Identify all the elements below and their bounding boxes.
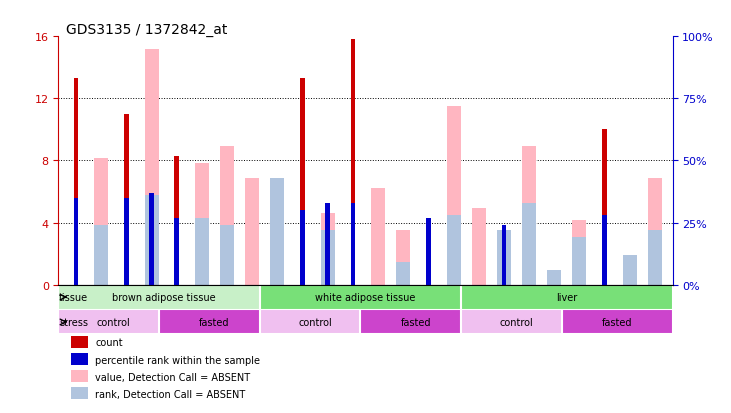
- Bar: [396, 263, 410, 285]
- Bar: [71, 353, 88, 365]
- Text: liver: liver: [556, 292, 577, 302]
- Text: brown adipose tissue: brown adipose tissue: [113, 292, 216, 302]
- Bar: [447, 216, 461, 285]
- Bar: [623, 255, 637, 285]
- Bar: [270, 178, 284, 285]
- Text: tissue: tissue: [59, 292, 88, 302]
- Bar: [220, 225, 234, 285]
- Bar: [497, 230, 511, 285]
- Bar: [74, 198, 78, 285]
- Bar: [220, 146, 234, 285]
- Bar: [94, 225, 108, 285]
- Bar: [360, 310, 471, 335]
- Text: percentile rank within the sample: percentile rank within the sample: [95, 355, 260, 365]
- Bar: [447, 107, 461, 285]
- Bar: [461, 310, 572, 335]
- Bar: [195, 218, 209, 285]
- Bar: [149, 193, 154, 285]
- Bar: [145, 50, 159, 285]
- Bar: [260, 285, 471, 310]
- Text: GDS3135 / 1372842_at: GDS3135 / 1372842_at: [66, 23, 227, 37]
- Bar: [325, 203, 330, 285]
- Text: white adipose tissue: white adipose tissue: [315, 292, 416, 302]
- Text: control: control: [499, 317, 534, 327]
- Bar: [548, 270, 561, 285]
- Bar: [602, 130, 607, 285]
- Bar: [260, 310, 371, 335]
- Bar: [58, 285, 270, 310]
- Bar: [71, 336, 88, 348]
- Bar: [124, 198, 129, 285]
- Bar: [71, 370, 88, 382]
- Bar: [124, 114, 129, 285]
- Text: fasted: fasted: [200, 317, 230, 327]
- Bar: [159, 310, 270, 335]
- Text: fasted: fasted: [401, 317, 431, 327]
- Bar: [572, 221, 586, 285]
- Text: control: control: [298, 317, 332, 327]
- Bar: [145, 196, 159, 285]
- Bar: [471, 208, 485, 285]
- Bar: [648, 230, 662, 285]
- Bar: [396, 230, 410, 285]
- Text: fasted: fasted: [602, 317, 632, 327]
- Bar: [426, 218, 431, 285]
- Bar: [175, 218, 179, 285]
- Bar: [74, 79, 78, 285]
- Bar: [501, 225, 506, 285]
- Bar: [461, 285, 673, 310]
- Text: control: control: [97, 317, 131, 327]
- Bar: [58, 310, 169, 335]
- Bar: [371, 188, 385, 285]
- Bar: [351, 40, 355, 285]
- Text: stress: stress: [59, 317, 88, 327]
- Bar: [321, 213, 335, 285]
- Bar: [572, 238, 586, 285]
- Bar: [300, 79, 305, 285]
- Bar: [602, 216, 607, 285]
- Bar: [71, 387, 88, 399]
- Text: rank, Detection Call = ABSENT: rank, Detection Call = ABSENT: [95, 389, 246, 399]
- Bar: [94, 159, 108, 285]
- Text: value, Detection Call = ABSENT: value, Detection Call = ABSENT: [95, 372, 251, 382]
- Bar: [562, 310, 673, 335]
- Bar: [246, 178, 260, 285]
- Bar: [648, 178, 662, 285]
- Bar: [522, 203, 536, 285]
- Text: count: count: [95, 337, 123, 347]
- Bar: [321, 230, 335, 285]
- Bar: [522, 146, 536, 285]
- Bar: [195, 164, 209, 285]
- Bar: [351, 203, 355, 285]
- Bar: [300, 211, 305, 285]
- Bar: [175, 157, 179, 285]
